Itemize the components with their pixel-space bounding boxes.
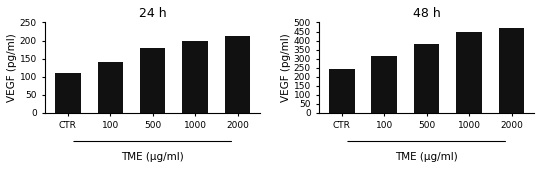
Bar — [499, 28, 524, 113]
Bar — [225, 36, 250, 113]
Bar — [457, 32, 482, 113]
Bar — [182, 41, 208, 113]
Title: 48 h: 48 h — [413, 7, 440, 20]
Bar — [372, 56, 397, 113]
Bar — [140, 48, 166, 113]
Bar — [414, 44, 439, 113]
Y-axis label: VEGF (pg/ml): VEGF (pg/ml) — [7, 33, 17, 102]
Y-axis label: VEGF (pg/ml): VEGF (pg/ml) — [281, 33, 291, 102]
Bar — [97, 62, 123, 113]
Text: TME (μg/ml): TME (μg/ml) — [121, 152, 184, 162]
Bar — [55, 73, 81, 113]
Bar — [329, 69, 354, 113]
Title: 24 h: 24 h — [139, 7, 167, 20]
Text: TME (μg/ml): TME (μg/ml) — [395, 152, 458, 162]
